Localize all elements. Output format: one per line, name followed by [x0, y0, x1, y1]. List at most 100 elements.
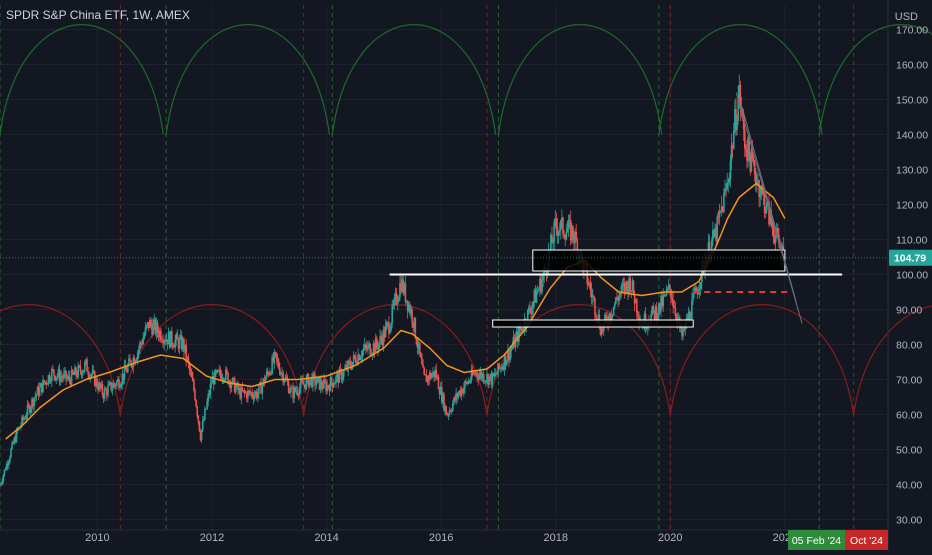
- candle-body: [480, 371, 483, 379]
- candle-body: [757, 180, 759, 182]
- candle-body: [479, 371, 482, 375]
- candle-body: [520, 328, 522, 331]
- candle-body: [226, 369, 228, 373]
- candle-body: [265, 371, 268, 378]
- candle-body: [283, 381, 286, 383]
- candle-body: [672, 300, 674, 307]
- candle-body: [107, 385, 109, 396]
- candle-body: [331, 382, 334, 388]
- candle-body: [714, 228, 716, 237]
- candle-body: [194, 390, 196, 400]
- candle-body: [374, 338, 377, 353]
- candle-body: [33, 398, 35, 407]
- candle-body: [406, 300, 409, 311]
- candle-body: [36, 387, 39, 395]
- candle-body: [9, 457, 11, 462]
- candle-body: [564, 236, 566, 240]
- candle-body: [533, 290, 536, 302]
- candle-body: [119, 386, 121, 388]
- candle-body: [298, 387, 301, 396]
- candle-body: [403, 283, 406, 294]
- candle-body: [63, 373, 65, 379]
- candle-body: [232, 378, 235, 380]
- candle-body: [609, 313, 612, 320]
- candle-body: [673, 306, 676, 308]
- candle-body: [534, 290, 537, 303]
- candle-body: [54, 375, 56, 381]
- candle-body: [414, 317, 417, 338]
- candle-body: [420, 353, 422, 358]
- candle-body: [469, 380, 472, 382]
- candle-body: [185, 344, 187, 360]
- candle-body: [725, 188, 727, 190]
- candle-body: [86, 359, 88, 372]
- candle-body: [23, 418, 26, 420]
- candle-body: [713, 229, 715, 237]
- candle-body: [407, 304, 410, 311]
- candle-body: [68, 375, 71, 380]
- candle-body: [662, 295, 665, 307]
- candle-body: [468, 381, 471, 383]
- candle-body: [250, 392, 252, 394]
- candle-body: [49, 381, 52, 383]
- candle-body: [131, 365, 134, 368]
- candle-body: [244, 392, 247, 394]
- candle-body: [286, 379, 289, 383]
- candle-body: [557, 231, 560, 236]
- candle-body: [223, 379, 226, 381]
- candle-body: [242, 389, 245, 392]
- candle-body: [48, 375, 51, 382]
- candle-body: [61, 377, 64, 379]
- candle-body: [263, 378, 266, 384]
- candle-body: [162, 341, 164, 344]
- candle-body: [239, 387, 241, 399]
- candle-body: [758, 180, 760, 198]
- candle-body: [371, 353, 374, 355]
- candle-body: [58, 369, 61, 382]
- candle-body: [572, 225, 574, 237]
- green-cycle-arc: [331, 24, 497, 135]
- candle-body: [101, 384, 104, 395]
- candle-body: [258, 385, 260, 394]
- candle-body: [305, 378, 308, 390]
- candle-body: [73, 373, 75, 375]
- candle-body: [150, 320, 152, 326]
- candle-body: [118, 379, 120, 388]
- candle-body: [183, 339, 185, 352]
- candle-body: [351, 362, 354, 369]
- candle-body: [463, 387, 465, 394]
- candle-body: [401, 279, 403, 292]
- candle-body: [57, 369, 60, 376]
- candle-body: [81, 372, 84, 376]
- candle-body: [505, 360, 508, 366]
- candle-body: [399, 283, 401, 298]
- candle-body: [618, 294, 620, 301]
- candle-body: [269, 372, 271, 376]
- candle-body: [396, 301, 399, 304]
- candle-body: [15, 429, 18, 443]
- candle-body: [502, 366, 505, 370]
- candle-body: [389, 330, 391, 334]
- candle-body: [405, 300, 408, 302]
- candle-body: [167, 332, 170, 345]
- candle-body: [624, 281, 627, 292]
- candle-body: [177, 339, 180, 349]
- candle-body: [734, 109, 736, 132]
- candle-body: [512, 337, 515, 347]
- candle-body: [426, 376, 429, 383]
- candle-body: [55, 377, 57, 381]
- candle-body: [372, 343, 375, 354]
- candle-body: [616, 297, 618, 300]
- candle-body: [503, 355, 506, 370]
- candle-body: [655, 306, 658, 321]
- candle-body: [234, 386, 237, 393]
- candle-body: [155, 322, 158, 334]
- candle-body: [34, 396, 37, 399]
- y-tick-label: 60.00: [896, 410, 922, 422]
- candle-body: [109, 382, 111, 384]
- candle-body: [122, 373, 125, 380]
- candle-body: [160, 330, 162, 341]
